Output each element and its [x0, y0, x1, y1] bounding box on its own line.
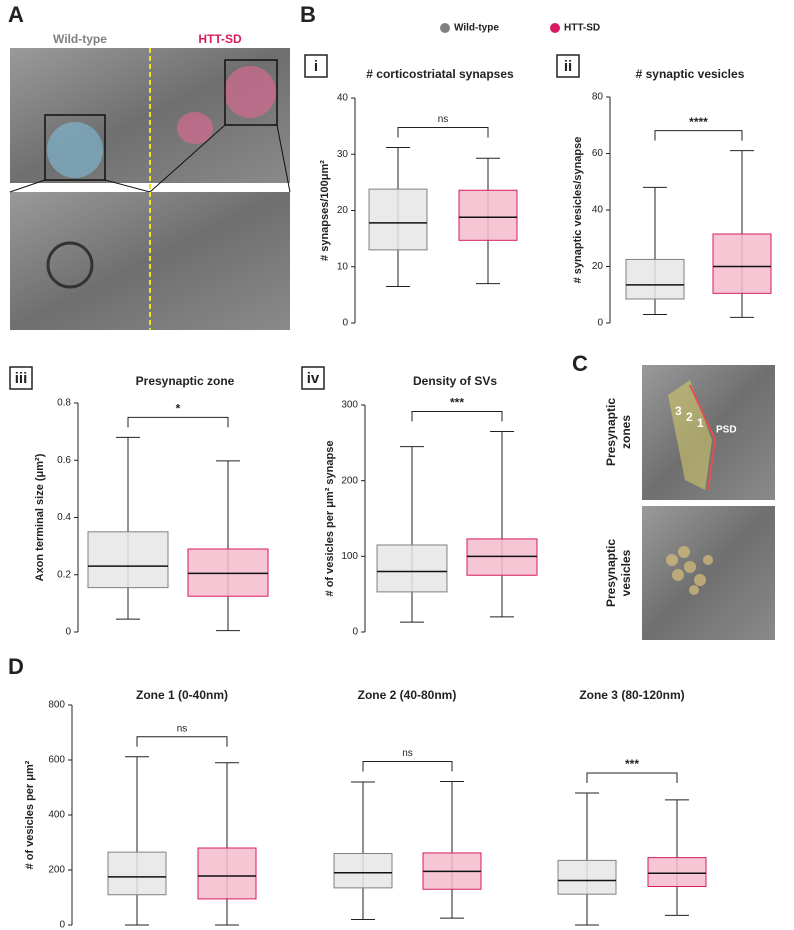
significance: ns — [438, 114, 449, 125]
significance: *** — [625, 757, 639, 771]
panel-box — [301, 366, 325, 390]
y-tick-label: 30 — [337, 149, 349, 160]
y-tick-label: 200 — [341, 475, 358, 486]
box — [647, 857, 707, 887]
panel-letter: A — [8, 2, 24, 27]
significance: * — [176, 402, 181, 416]
y-axis-label: Axon terminal size (μm²) — [34, 453, 46, 581]
row-label: zones — [619, 415, 633, 449]
box — [458, 189, 518, 241]
micrograph-a — [9, 48, 291, 330]
y-tick-label: 0 — [597, 318, 603, 329]
legend-swatch — [550, 23, 560, 33]
y-tick-label: 20 — [337, 205, 349, 216]
significance-bracket — [654, 130, 743, 141]
y-tick-label: 20 — [592, 261, 604, 272]
panel-box — [9, 366, 33, 390]
y-tick-label: 600 — [48, 755, 65, 766]
y-axis-label: # synaptic vesicles/synapse — [572, 137, 584, 284]
box — [107, 851, 167, 896]
row-label: vesicles — [619, 549, 633, 596]
significance-bracket — [362, 760, 453, 772]
zone-number: 3 — [675, 404, 682, 418]
significance: **** — [689, 115, 708, 129]
y-tick-label: 200 — [48, 865, 65, 876]
significance-bracket — [136, 736, 228, 747]
y-axis-label: # of vesicles per μm² — [24, 760, 36, 869]
y-tick-label: 0.8 — [57, 398, 71, 409]
y-tick-label: 10 — [337, 261, 349, 272]
chart-title: Presynaptic zone — [136, 374, 235, 388]
y-tick-label: 40 — [592, 205, 604, 216]
legend-label: Wild-type — [454, 23, 499, 34]
row-label: Presynaptic — [604, 539, 618, 607]
significance: ns — [177, 723, 188, 734]
panel-box — [304, 54, 328, 78]
panel-label: iii — [15, 370, 28, 387]
y-axis-label: # synapses/100μm² — [319, 160, 331, 261]
box — [557, 859, 617, 895]
box — [333, 853, 393, 889]
panel-label: ii — [564, 58, 572, 75]
y-axis-label: # of vesicles per μm² synapse — [324, 441, 336, 597]
y-tick-label: 400 — [48, 810, 65, 821]
y-tick-label: 100 — [341, 551, 358, 562]
chart-title: # corticostriatal synapses — [366, 67, 514, 81]
psd-label: PSD — [716, 425, 737, 436]
box — [197, 847, 257, 900]
panel-letter: D — [8, 654, 24, 679]
panel-letter: C — [572, 351, 588, 376]
y-tick-label: 80 — [592, 92, 604, 103]
y-tick-label: 0 — [59, 920, 65, 930]
zone-number: 2 — [686, 410, 693, 424]
significance: ns — [402, 748, 413, 759]
group-title: Zone 3 (80-120nm) — [579, 688, 684, 702]
image-label: HTT-SD — [198, 32, 242, 46]
panel-box — [556, 54, 580, 78]
y-tick-label: 0.4 — [57, 512, 71, 523]
legend-swatch — [440, 23, 450, 33]
row-label: Presynaptic — [604, 398, 618, 466]
panel-letter: B — [300, 2, 316, 27]
panel-label: iv — [307, 370, 320, 387]
y-tick-label: 60 — [592, 148, 604, 159]
zone-number: 1 — [697, 416, 704, 430]
y-tick-label: 300 — [341, 400, 358, 411]
group-title: Zone 2 (40-80nm) — [358, 688, 457, 702]
significance-bracket — [397, 127, 489, 138]
chart-title: Density of SVs — [413, 374, 497, 388]
y-tick-label: 800 — [48, 700, 65, 711]
y-tick-label: 0 — [342, 318, 348, 329]
y-tick-label: 40 — [337, 93, 349, 104]
legend-label: HTT-SD — [564, 23, 600, 34]
significance-bracket — [127, 416, 229, 428]
box — [376, 544, 448, 593]
y-tick-label: 0 — [352, 627, 358, 638]
y-tick-label: 0 — [65, 627, 71, 638]
box — [368, 188, 428, 251]
box — [625, 258, 685, 300]
y-tick-label: 0.6 — [57, 455, 71, 466]
significance-bracket — [586, 772, 678, 783]
micrograph-c — [642, 365, 775, 640]
image-label: Wild-type — [53, 32, 107, 46]
panel-label: i — [314, 58, 318, 75]
box — [87, 531, 169, 589]
group-title: Zone 1 (0-40nm) — [136, 688, 228, 702]
box — [712, 233, 772, 294]
y-tick-label: 0.2 — [57, 569, 71, 580]
box — [466, 538, 538, 576]
significance: *** — [450, 396, 464, 410]
significance-bracket — [411, 410, 503, 422]
chart-title: # synaptic vesicles — [636, 67, 745, 81]
